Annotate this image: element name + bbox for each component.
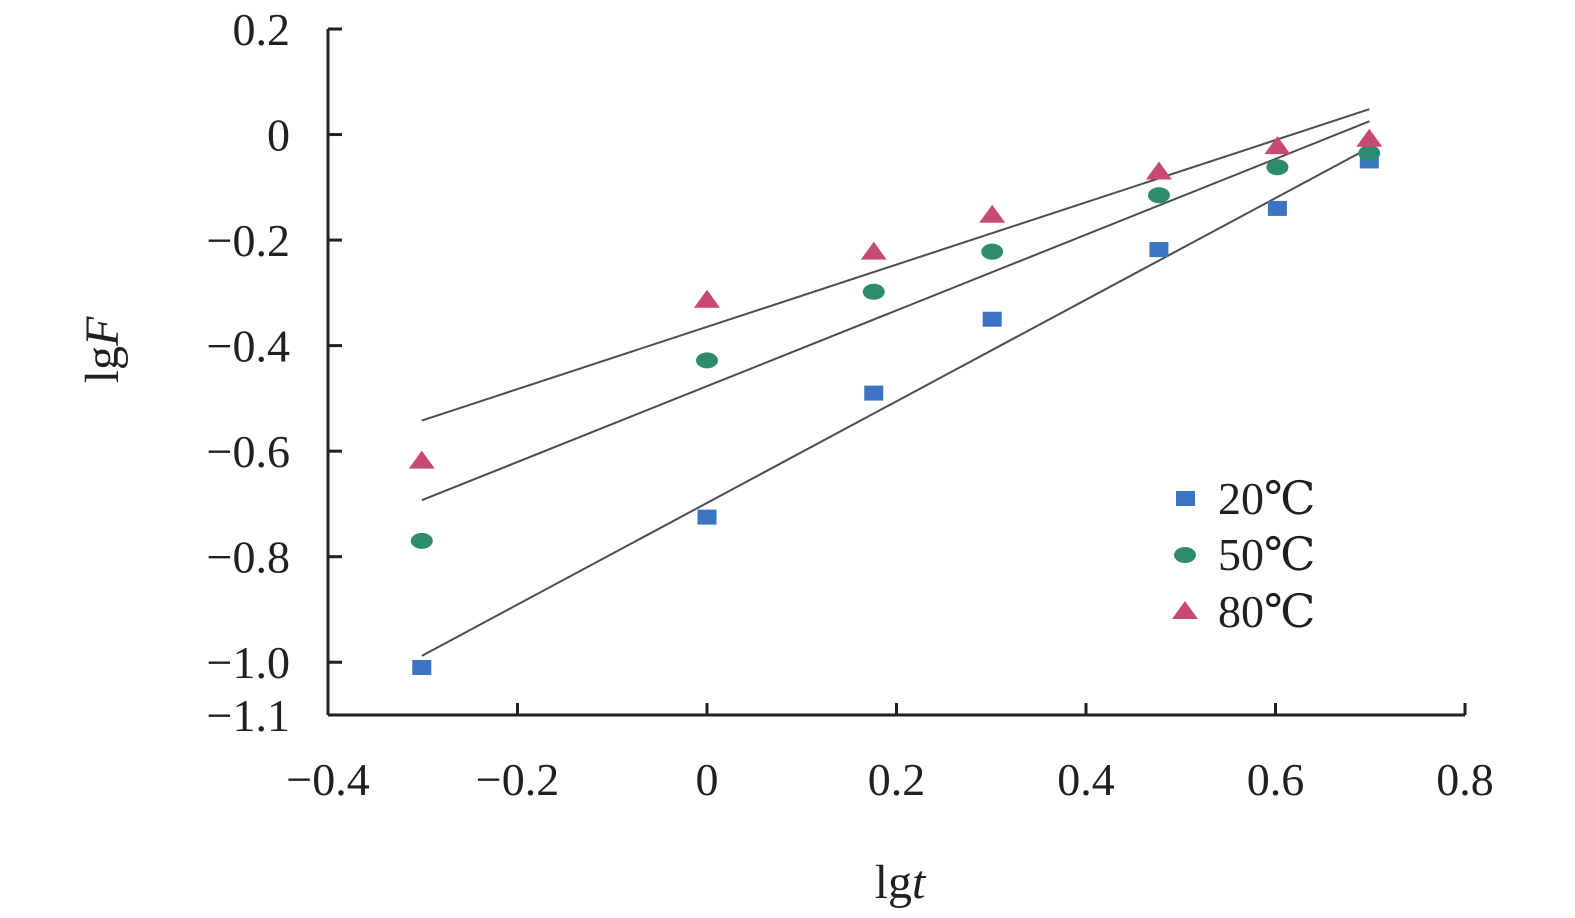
y-tick-label: 0 bbox=[267, 110, 290, 161]
data-point-triangle bbox=[1356, 128, 1383, 147]
data-point-square bbox=[697, 509, 717, 525]
data-points bbox=[408, 128, 1383, 676]
y-ticks: 0.2 0 −0.2 −0.4 −0.6 −0.8 −1.0−1.1 bbox=[207, 4, 342, 741]
x-tick-label: −0.4 bbox=[286, 754, 369, 805]
y-axis-title: lgF bbox=[76, 316, 129, 383]
fit-line bbox=[421, 120, 1370, 502]
x-tick-label: 0 bbox=[696, 754, 719, 805]
data-point-triangle bbox=[694, 289, 720, 308]
x-tick-label: 0.8 bbox=[1436, 754, 1494, 805]
y-tick-label: −0.4 bbox=[207, 321, 290, 372]
fit-line bbox=[421, 108, 1370, 422]
data-point-square bbox=[1149, 242, 1169, 258]
data-point-ellipse bbox=[696, 352, 718, 369]
x-axis-title-var: t bbox=[912, 856, 927, 909]
data-point-triangle bbox=[1145, 161, 1172, 180]
y-tick-label: −1.1 bbox=[207, 690, 290, 741]
legend-item-50: 50℃ bbox=[1174, 529, 1315, 580]
y-tick-label: −1.0 bbox=[207, 637, 290, 688]
x-tick-label: 0.2 bbox=[868, 754, 926, 805]
data-point-ellipse bbox=[410, 532, 433, 549]
data-point-ellipse bbox=[1147, 187, 1170, 204]
data-point-square bbox=[412, 660, 432, 676]
data-point-ellipse bbox=[981, 243, 1004, 260]
data-point-square bbox=[1267, 200, 1287, 216]
x-tick-label: −0.2 bbox=[476, 754, 559, 805]
data-point-triangle bbox=[979, 204, 1006, 223]
data-point-ellipse bbox=[1358, 145, 1381, 162]
fit-lines bbox=[421, 108, 1370, 657]
x-axis-title: lgt bbox=[875, 856, 927, 909]
data-point-triangle bbox=[860, 241, 887, 260]
y-axis-title-var: F bbox=[76, 316, 129, 347]
y-tick-label: −0.8 bbox=[207, 532, 290, 583]
x-tick-label: 0.6 bbox=[1247, 754, 1305, 805]
y-axis-title-prefix: lg bbox=[76, 346, 129, 383]
legend-marker-triangle bbox=[1172, 601, 1198, 619]
legend-label-50: 50℃ bbox=[1218, 529, 1315, 580]
legend-item-80: 80℃ bbox=[1172, 586, 1315, 637]
legend-marker-ellipse bbox=[1174, 547, 1196, 563]
legend: 20℃ 50℃ 80℃ bbox=[1172, 473, 1315, 637]
legend-label-20: 20℃ bbox=[1218, 473, 1315, 524]
x-tick-label: 0.4 bbox=[1057, 754, 1115, 805]
legend-item-20: 20℃ bbox=[1176, 473, 1315, 524]
data-point-triangle bbox=[1264, 136, 1291, 155]
y-tick-label: −0.6 bbox=[207, 426, 290, 477]
x-ticks: −0.4 −0.2 0 0.2 0.4 0.6 0.8 bbox=[286, 703, 1494, 805]
legend-marker-square bbox=[1176, 491, 1195, 506]
x-axis-title-prefix: lg bbox=[875, 856, 912, 909]
data-point-square bbox=[982, 311, 1002, 327]
legend-label-80: 80℃ bbox=[1218, 586, 1315, 637]
data-point-square bbox=[864, 385, 884, 401]
data-point-ellipse bbox=[1266, 159, 1289, 176]
data-point-ellipse bbox=[862, 283, 885, 300]
y-tick-label: −0.2 bbox=[207, 215, 290, 266]
fit-line bbox=[421, 146, 1370, 657]
data-point-triangle bbox=[408, 450, 435, 469]
y-tick-label: 0.2 bbox=[233, 4, 291, 55]
